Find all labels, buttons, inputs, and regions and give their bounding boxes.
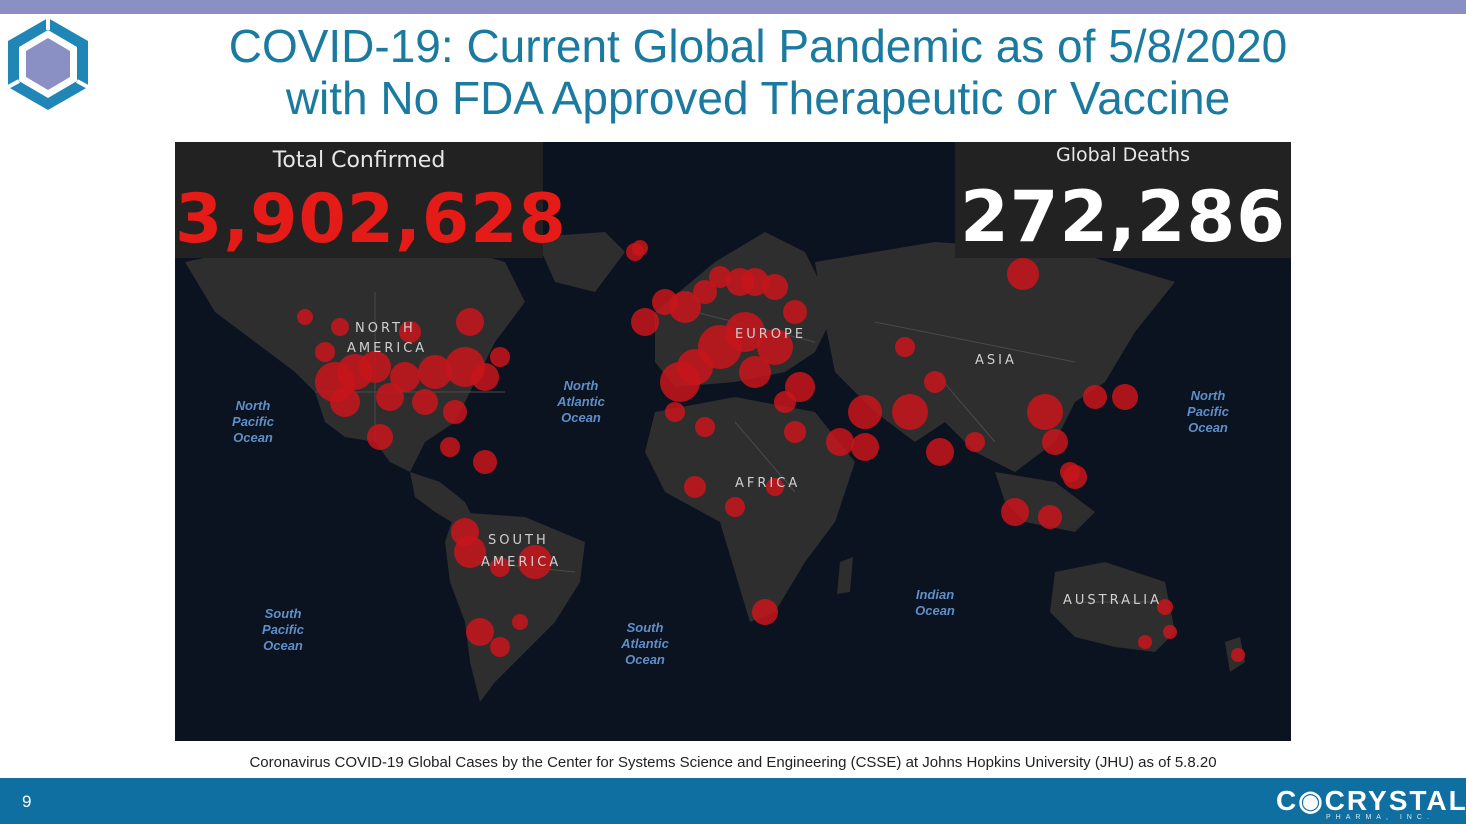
slide-title: COVID-19: Current Global Pandemic as of … [100,20,1416,124]
label-north-pacific-east-3: Ocean [1188,420,1228,435]
label-north-america-2: AMERICA [347,341,427,356]
label-south-pacific-2: Pacific [262,622,305,637]
label-south-pacific-3: Ocean [263,638,303,653]
label-south-atlantic-3: Ocean [625,652,665,667]
greenland-land [535,232,625,292]
label-south-atlantic-2: Atlantic [620,636,669,651]
brand-name: C◉CRYSTAL [1276,785,1466,816]
africa-land [645,397,855,622]
label-south-america-2: AMERICA [481,555,561,570]
total-confirmed-panel: Total Confirmed 3,902,628 [175,142,567,259]
covid-map[interactable]: NORTH AMERICA EUROPE ASIA AFRICA SOUTH A… [175,142,1291,741]
page-number: 9 [22,792,32,811]
label-south-atlantic-1: South [627,620,664,635]
label-north-america-1: NORTH [355,321,416,336]
case-dots [297,240,1245,662]
title-line-1: COVID-19: Current Global Pandemic as of … [228,20,1288,72]
label-north-pacific-west-3: Ocean [233,430,273,445]
footer-bar: 9 C◉CRYSTAL PHARMA, INC. [0,778,1466,824]
label-north-pacific-west-1: North [236,398,271,413]
title-line-2: with No FDA Approved Therapeutic or Vacc… [285,72,1231,124]
top-accent-bar [0,0,1466,14]
label-north-pacific-east-1: North [1191,388,1226,403]
label-north-atlantic-1: North [564,378,599,393]
brand-subtitle: PHARMA, INC. [1326,814,1434,821]
label-north-pacific-east-2: Pacific [1187,404,1230,419]
label-north-atlantic-2: Atlantic [556,394,605,409]
label-indian-1: Indian [916,587,954,602]
australia-land [1050,562,1175,652]
label-indian-2: Ocean [915,603,955,618]
global-deaths-panel: Global Deaths 272,286 [955,142,1291,258]
source-caption: Coronavirus COVID-19 Global Cases by the… [249,754,1217,771]
total-confirmed-label: Total Confirmed [272,148,446,173]
label-africa: AFRICA [735,476,800,491]
madagascar-land [837,557,853,594]
global-deaths-label: Global Deaths [1055,144,1190,166]
label-south-pacific-1: South [265,606,302,621]
label-europe: EUROPE [735,327,806,342]
total-confirmed-value: 3,902,628 [175,180,567,259]
label-north-pacific-west-2: Pacific [232,414,275,429]
hexagon-logo-icon [7,18,89,110]
label-north-atlantic-3: Ocean [561,410,601,425]
label-asia: ASIA [975,353,1017,368]
world-map: NORTH AMERICA EUROPE ASIA AFRICA SOUTH A… [185,232,1245,702]
brand-logo: C◉CRYSTAL PHARMA, INC. [1270,782,1466,822]
global-deaths-value: 272,286 [960,176,1286,258]
label-australia: AUSTRALIA [1063,593,1162,608]
label-south-america-1: SOUTH [488,533,549,548]
